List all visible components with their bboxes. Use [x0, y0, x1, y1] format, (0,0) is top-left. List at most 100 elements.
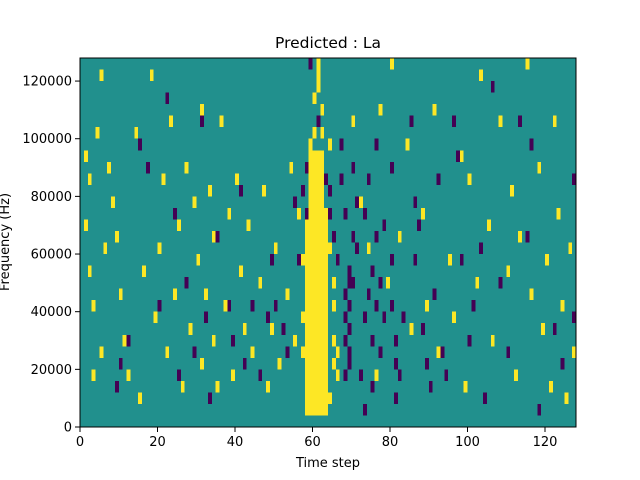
- y-tick-label: 20000: [31, 363, 72, 378]
- heatmap-cell: [490, 334, 495, 347]
- heatmap-cell: [498, 277, 503, 289]
- x-tick-label: 20: [149, 435, 166, 450]
- heatmap-cell: [87, 173, 92, 185]
- heatmap-cell: [436, 346, 441, 358]
- heatmap-cell: [308, 58, 313, 70]
- heatmap-cell: [347, 300, 352, 312]
- heatmap-cell: [200, 104, 204, 116]
- heatmap-cell: [173, 288, 177, 301]
- heatmap-cell: [374, 369, 379, 381]
- heatmap-cell: [231, 334, 235, 347]
- heatmap-cell: [436, 173, 441, 185]
- heatmap-cell: [552, 115, 557, 128]
- heatmap-cell: [390, 300, 394, 312]
- heatmap-cell: [107, 161, 111, 174]
- heatmap-cell: [424, 357, 429, 370]
- heatmap-cell: [138, 392, 142, 404]
- heatmap-cell: [486, 219, 491, 231]
- heatmap-cell: [537, 161, 542, 174]
- heatmap-cell: [393, 392, 398, 404]
- heatmap-cell: [328, 207, 332, 220]
- heatmap-cell: [204, 288, 208, 301]
- heatmap-cell: [560, 357, 565, 370]
- heatmap-cell: [328, 242, 332, 255]
- y-tick-label: 0: [64, 421, 72, 436]
- heatmap-cell: [343, 288, 348, 301]
- heatmap-cell: [258, 277, 263, 289]
- heatmap-cell: [331, 230, 336, 243]
- heatmap-cell: [351, 277, 356, 289]
- heatmap-cell: [289, 161, 294, 174]
- heatmap-cell: [281, 323, 286, 335]
- heatmap-cell: [552, 323, 557, 335]
- heatmap-cell: [452, 311, 456, 324]
- heatmap-cell: [215, 230, 220, 243]
- heatmap-cell: [572, 346, 576, 358]
- heatmap-cell: [304, 207, 309, 220]
- heatmap-cell: [479, 242, 483, 255]
- heatmap-cell: [211, 230, 216, 243]
- heatmap-cell: [196, 254, 201, 266]
- heatmap-cell: [393, 334, 398, 347]
- heatmap-cell: [514, 369, 518, 381]
- heatmap-cell: [269, 254, 274, 266]
- heatmap-cell: [157, 300, 162, 312]
- heatmap-cell: [207, 392, 212, 404]
- heatmap-cell: [312, 92, 317, 105]
- heatmap-cell: [297, 207, 301, 220]
- heatmap-cells: [83, 58, 576, 416]
- heatmap-cell: [99, 69, 104, 82]
- heatmap-cell: [312, 127, 317, 139]
- heatmap-cell: [440, 346, 445, 358]
- heatmap-cell: [238, 265, 243, 278]
- heatmap-cell: [161, 173, 166, 185]
- heatmap-cell: [444, 369, 449, 381]
- x-tick-label: 120: [533, 435, 558, 450]
- heatmap-cell: [126, 369, 131, 381]
- heatmap-cell: [176, 369, 181, 381]
- y-tick-label: 80000: [31, 190, 72, 205]
- heatmap-cell: [529, 288, 534, 301]
- heatmap-cell: [393, 357, 398, 370]
- heatmap-cell: [370, 265, 375, 278]
- heatmap-cell: [184, 277, 189, 289]
- heatmap-cell: [355, 242, 359, 255]
- heatmap-cell: [548, 380, 553, 393]
- heatmap-cell: [347, 357, 352, 370]
- heatmap-cell: [339, 173, 344, 185]
- heatmap-cell: [142, 265, 146, 278]
- heatmap-cell: [316, 81, 321, 93]
- heatmap-cell: [343, 207, 348, 220]
- x-tick-label: 60: [304, 435, 321, 450]
- chart-title: Predicted : La: [275, 34, 381, 52]
- heatmap-cell: [568, 242, 573, 255]
- heatmap-cell: [382, 311, 387, 324]
- heatmap-cell: [157, 242, 162, 255]
- heatmap-cell: [421, 207, 425, 220]
- heatmap-cell: [300, 311, 305, 324]
- heatmap-cell: [413, 254, 418, 266]
- heatmap-cell: [366, 173, 371, 185]
- heatmap-cell: [455, 150, 460, 162]
- heatmap-cell: [122, 334, 127, 347]
- heatmap-cell: [231, 369, 235, 381]
- heatmap-cell: [165, 346, 170, 358]
- heatmap-cell: [215, 380, 220, 393]
- heatmap-cell: [180, 380, 185, 393]
- heatmap-cell: [169, 115, 173, 128]
- heatmap-cell: [459, 150, 464, 162]
- heatmap-cell: [374, 230, 379, 243]
- heatmap-cell: [300, 346, 305, 358]
- heatmap-cell: [200, 115, 204, 128]
- heatmap-cell: [277, 357, 282, 370]
- heatmap-cell: [293, 334, 297, 347]
- heatmap-cell: [99, 346, 104, 358]
- heatmap-cell: [126, 334, 131, 347]
- x-tick-label: 40: [227, 435, 244, 450]
- heatmap-cell: [351, 161, 356, 174]
- heatmap-cell: [331, 277, 336, 289]
- heatmap-cell: [111, 196, 115, 208]
- heatmap-cell: [370, 334, 375, 347]
- heatmap-cell: [362, 403, 367, 416]
- heatmap-cell: [246, 219, 251, 231]
